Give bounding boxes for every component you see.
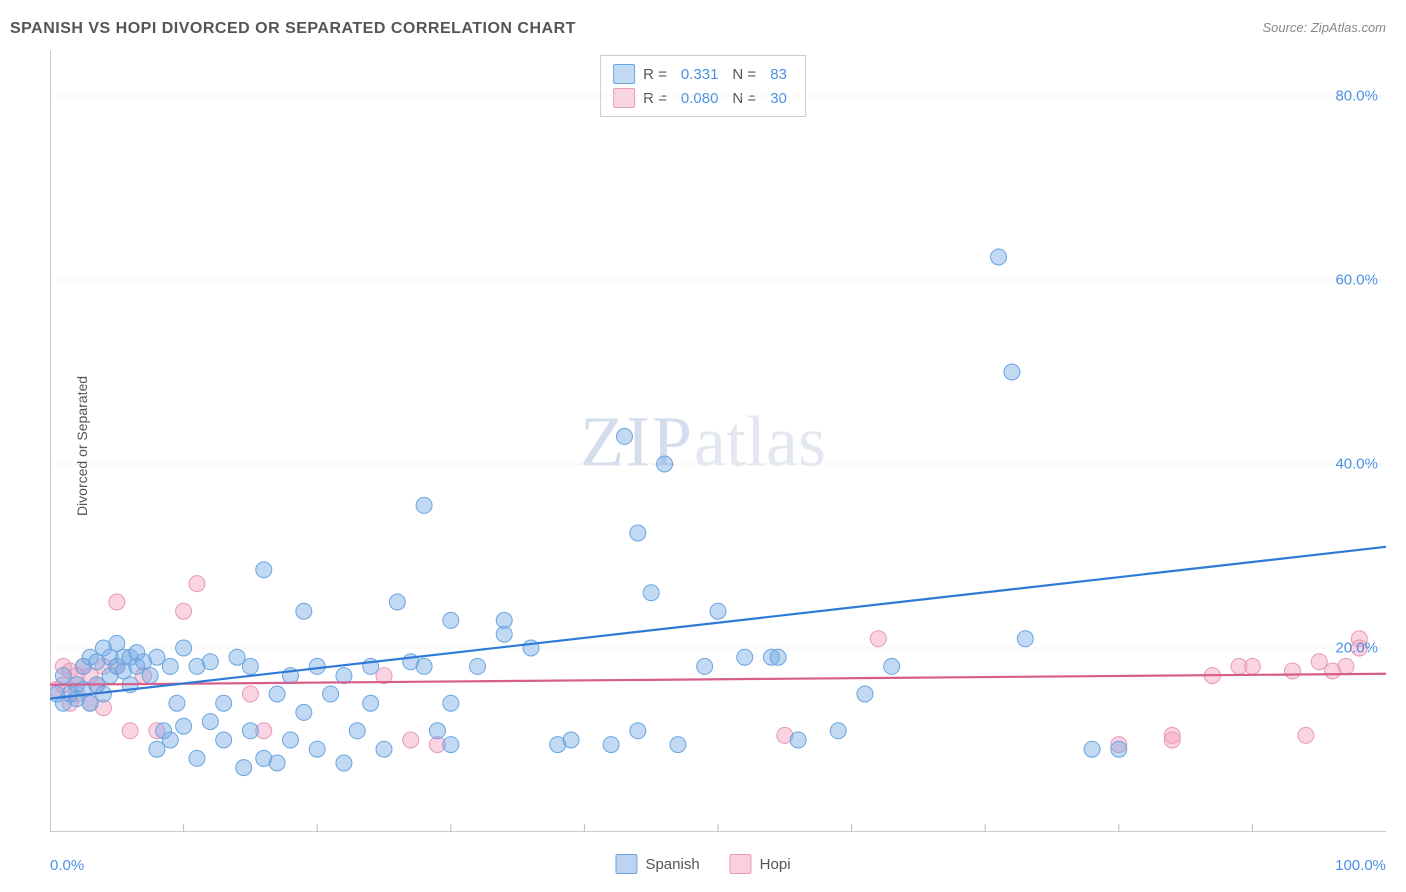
chart-area [50, 50, 1386, 832]
series-legend: Spanish Hopi [615, 854, 790, 874]
x-axis-max-label: 100.0% [1335, 857, 1386, 874]
y-tick-label: 60.0% [1335, 272, 1378, 289]
swatch-hopi-icon [730, 854, 752, 874]
swatch-spanish-icon [615, 854, 637, 874]
source-label: Source: ZipAtlas.com [1262, 20, 1386, 35]
chart-title: SPANISH VS HOPI DIVORCED OR SEPARATED CO… [10, 20, 576, 38]
legend-item-spanish: Spanish [615, 854, 699, 874]
y-tick-label: 80.0% [1335, 88, 1378, 105]
x-axis-min-label: 0.0% [50, 857, 84, 874]
y-tick-label: 40.0% [1335, 456, 1378, 473]
scatter-plot [50, 50, 1386, 832]
y-tick-label: 20.0% [1335, 640, 1378, 657]
legend-item-hopi: Hopi [730, 854, 791, 874]
